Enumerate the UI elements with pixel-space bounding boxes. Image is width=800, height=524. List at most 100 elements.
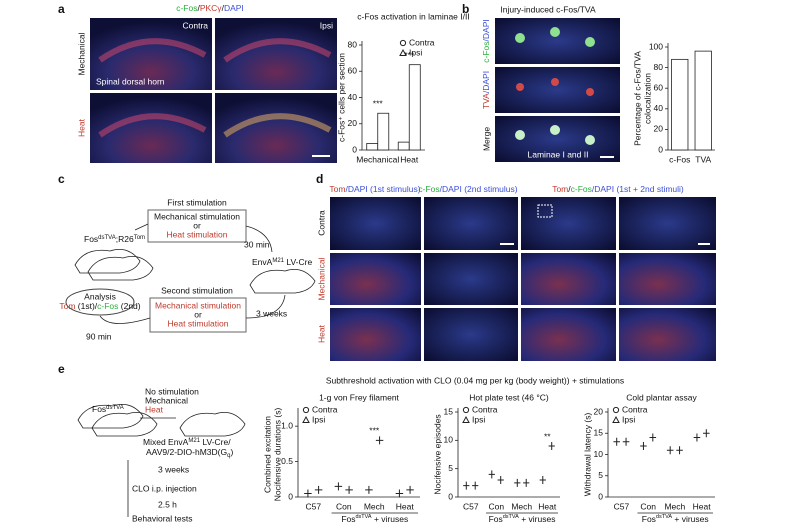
x-tick-label: Con bbox=[336, 501, 352, 511]
x-tick-label: c-Fos bbox=[669, 154, 690, 164]
y-tick-label: 10 bbox=[444, 435, 454, 445]
bar bbox=[408, 64, 421, 151]
x-tick-label: C57 bbox=[614, 501, 630, 511]
chart-title: 1-g von Frey filament bbox=[319, 392, 399, 402]
y-tick-label: 0 bbox=[598, 491, 603, 501]
mean-marker bbox=[304, 489, 312, 498]
y-tick-label: 0 bbox=[352, 144, 357, 154]
column-header: Tom/c-Fos/DAPI (1st + 2nd stimuli) bbox=[552, 184, 684, 194]
x-tick-label: C57 bbox=[305, 501, 321, 511]
bar bbox=[671, 58, 689, 151]
y-tick-label: 100 bbox=[649, 41, 663, 51]
x-tick-label: TVA bbox=[695, 154, 711, 164]
y-tick-label: 80 bbox=[348, 39, 358, 49]
legend-label: Contra bbox=[312, 404, 338, 414]
bar bbox=[694, 50, 712, 151]
box-text: Mechanical stimulation bbox=[154, 211, 240, 221]
micrographs bbox=[330, 197, 716, 361]
panel-label: c bbox=[58, 172, 65, 186]
condition: Heat bbox=[145, 404, 164, 414]
panel-title: Injury-induced c-Fos/TVA bbox=[500, 4, 596, 14]
x-tick-label: Con bbox=[640, 501, 656, 511]
region-label: Spinal dorsal horn bbox=[96, 76, 165, 86]
y-axis-label: c-Fos⁺ cells per section bbox=[336, 53, 346, 142]
y-tick-label: 10 bbox=[594, 449, 604, 459]
group-label-part: + viruses bbox=[519, 514, 556, 524]
y-axis-label: Nocifensive episodes bbox=[432, 414, 442, 494]
row-label: Heat bbox=[316, 324, 326, 343]
x-tick-label: Mech bbox=[364, 501, 385, 511]
group-label-part: Fos bbox=[341, 514, 355, 524]
y-tick-label: 40 bbox=[654, 103, 664, 113]
chart-title: c-Fos activation in laminae I/II bbox=[357, 11, 469, 21]
legend-label: Ipsi bbox=[312, 414, 325, 424]
y-axis-label: Percentage of c-Fos/TVA bbox=[632, 51, 642, 146]
mean-marker bbox=[703, 429, 710, 438]
y-tick-label: 60 bbox=[348, 66, 358, 76]
stain-label: c-Fos/PKCγ/DAPI bbox=[176, 3, 244, 13]
micrographs bbox=[90, 18, 337, 163]
box-text: Mechanical stimulation bbox=[155, 300, 241, 310]
column-label: Ipsi bbox=[320, 20, 333, 30]
legend-label: Ipsi bbox=[409, 47, 422, 57]
panel-label: b bbox=[462, 2, 469, 16]
box-text: Heat stimulation bbox=[168, 318, 229, 328]
group-label-part: dsTVA bbox=[503, 514, 519, 520]
interval: 30 min bbox=[244, 239, 270, 249]
mean-marker bbox=[395, 489, 404, 498]
marker bbox=[302, 415, 310, 423]
bar bbox=[377, 112, 390, 151]
virus-label: Mixed EnvAM21 LV-Cre/ bbox=[143, 437, 231, 447]
y-tick-label: 1.0 bbox=[281, 420, 293, 430]
row-label: Mechanical bbox=[316, 257, 326, 300]
y-tick-label: 20 bbox=[654, 124, 664, 134]
group-label-part: + viruses bbox=[672, 514, 709, 524]
marker bbox=[612, 415, 620, 423]
marker bbox=[399, 39, 407, 47]
y-axis-label: Nocifensive durations (s) bbox=[272, 408, 282, 502]
mean-marker bbox=[334, 482, 343, 491]
interval: 3 weeks bbox=[158, 464, 189, 474]
group-label-part: dsTVA bbox=[355, 514, 371, 520]
interval: 90 min bbox=[86, 331, 112, 341]
mean-marker bbox=[640, 442, 647, 450]
step-label: Second stimulation bbox=[161, 285, 233, 295]
marker bbox=[462, 406, 470, 414]
virus-label: AAV9/2-DIO-hM3D(Gq) bbox=[146, 447, 233, 458]
row-label: Merge bbox=[481, 127, 491, 151]
x-tick-label: Heat bbox=[693, 501, 712, 511]
x-tick-label: Mechanical bbox=[356, 154, 399, 164]
group-label: FosdsTVA + viruses bbox=[489, 514, 556, 524]
x-tick-label: Heat bbox=[396, 501, 415, 511]
mean-marker bbox=[539, 476, 546, 484]
x-tick-label: Mech bbox=[664, 501, 685, 511]
significance: *** bbox=[369, 426, 380, 436]
group-label-part: Fos bbox=[489, 514, 503, 524]
marker bbox=[302, 406, 310, 414]
virus-label: EnvAM21 LV-Cre bbox=[252, 257, 312, 267]
mean-marker bbox=[622, 437, 630, 446]
y-axis-label: colocalization bbox=[642, 73, 652, 124]
mean-marker bbox=[497, 476, 504, 484]
bar bbox=[366, 143, 379, 151]
y-axis-label: Combined excitation bbox=[262, 416, 272, 493]
step-label: Behavioral tests bbox=[132, 513, 192, 523]
mean-marker bbox=[514, 478, 521, 487]
mean-marker bbox=[472, 481, 479, 490]
mouse-line: FosdsTVA bbox=[92, 404, 124, 414]
y-tick-label: 40 bbox=[348, 92, 358, 102]
legend-label: Contra bbox=[472, 404, 498, 414]
group-label: FosdsTVA + viruses bbox=[341, 514, 408, 524]
row-label: c-Fos/DAPI bbox=[481, 19, 491, 62]
y-tick-label: 0.5 bbox=[281, 456, 293, 466]
mean-marker bbox=[345, 485, 353, 494]
group-label-part: dsTVA bbox=[656, 514, 672, 520]
legend-label: Ipsi bbox=[622, 414, 635, 424]
mean-marker bbox=[314, 485, 323, 494]
mean-marker bbox=[649, 433, 657, 442]
x-tick-label: C57 bbox=[463, 501, 479, 511]
mean-marker bbox=[463, 481, 470, 490]
panel-title: Subthreshold activation with CLO (0.04 m… bbox=[326, 375, 624, 385]
y-tick-label: 15 bbox=[594, 428, 604, 438]
y-tick-label: 15 bbox=[444, 406, 454, 416]
